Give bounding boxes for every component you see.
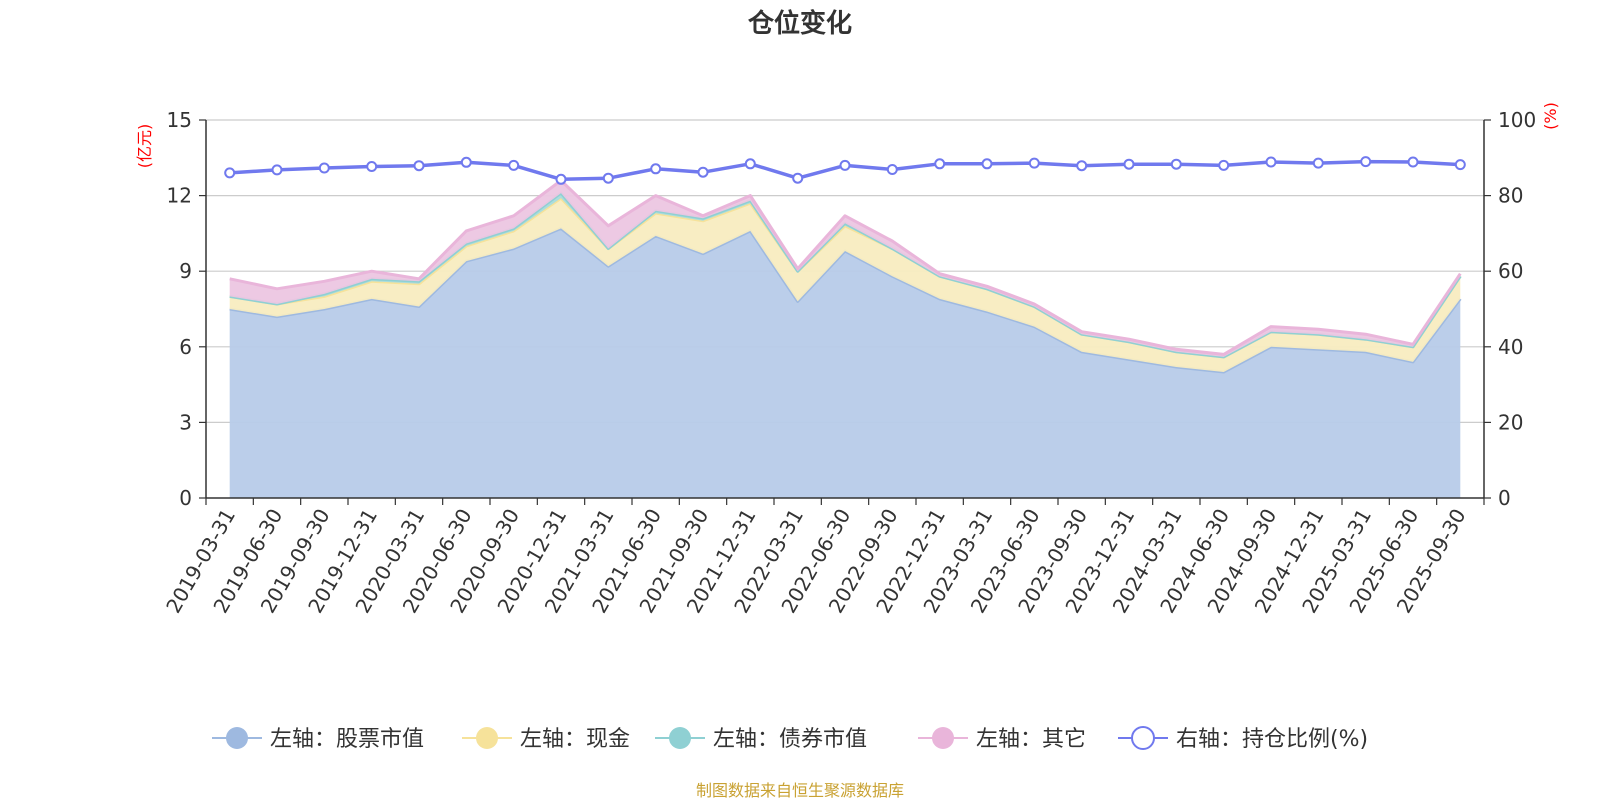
holding-ratio-point[interactable] (1360, 156, 1372, 168)
holding-ratio-line (224, 156, 1466, 185)
legend-marker (226, 727, 248, 749)
right-axis-tick-label: 60 (1498, 259, 1523, 283)
right-axis-tick-label: 80 (1498, 184, 1523, 208)
holding-ratio-point[interactable] (1170, 158, 1182, 170)
legend-marker (1131, 726, 1155, 750)
source-note: 制图数据来自恒生聚源数据库 (696, 781, 904, 800)
holding-ratio-point[interactable] (650, 163, 662, 175)
left-axis-tick-label: 6 (179, 335, 192, 359)
holding-ratio-point[interactable] (224, 167, 236, 179)
area-1 (229, 228, 1461, 498)
chart-title: 仓位变化 (747, 8, 852, 39)
legend-marker (932, 727, 954, 749)
legend-label: 左轴：其它 (976, 727, 1086, 752)
legend-marker (476, 727, 498, 749)
holding-ratio-point[interactable] (839, 159, 851, 171)
area-2 (229, 198, 1461, 372)
holding-ratio-point[interactable] (934, 158, 946, 170)
legend-item-2[interactable]: 左轴：现金 (462, 727, 630, 752)
legend-item-5[interactable]: 右轴：持仓比例(%) (1118, 726, 1368, 752)
holding-ratio-point[interactable] (886, 164, 898, 175)
right-axis-tick-label: 40 (1498, 335, 1523, 359)
legend-label: 左轴：现金 (520, 727, 630, 752)
left-axis-tick-label: 12 (167, 184, 192, 208)
left-axis-unit-label: (亿元) (135, 124, 154, 169)
legend-item-1[interactable]: 左轴：股票市值 (212, 727, 424, 752)
holding-ratio-point[interactable] (602, 172, 614, 184)
legend-item-4[interactable]: 左轴：其它 (918, 727, 1086, 752)
holding-ratio-point[interactable] (1407, 156, 1419, 168)
holding-ratio-point[interactable] (1265, 156, 1277, 168)
legend-label: 右轴：持仓比例(%) (1176, 727, 1368, 752)
right-axis-tick-label: 20 (1498, 410, 1523, 434)
holding-ratio-point[interactable] (271, 164, 283, 176)
left-axis-tick-label: 15 (167, 108, 192, 132)
right-axis-tick-label: 0 (1498, 486, 1511, 510)
holding-ratio-point[interactable] (318, 162, 330, 174)
holding-ratio-point[interactable] (1312, 157, 1324, 169)
holding-ratio-point[interactable] (981, 158, 993, 170)
holding-ratio-point[interactable] (744, 158, 756, 170)
legend-label: 左轴：股票市值 (270, 727, 424, 752)
holding-ratio-point[interactable] (460, 156, 472, 168)
left-axis-tick-label: 3 (179, 410, 192, 434)
holding-ratio-point[interactable] (1218, 159, 1230, 171)
holding-ratio-point[interactable] (366, 161, 378, 172)
left-axis-tick-label: 0 (179, 486, 192, 510)
holding-ratio-point[interactable] (1123, 158, 1135, 170)
holding-ratio-point[interactable] (1028, 157, 1040, 169)
legend-marker (669, 727, 691, 749)
legend-item-3[interactable]: 左轴：债券市值 (655, 727, 867, 752)
holding-ratio-point[interactable] (508, 159, 520, 171)
holding-ratio-point[interactable] (555, 173, 567, 185)
legend-label: 左轴：债券市值 (713, 727, 867, 752)
legend: 左轴：股票市值 左轴：现金 左轴：债券市值 左轴：其它 右轴：持仓比例(%) (212, 726, 1368, 752)
stacked-areas (229, 179, 1462, 498)
right-axis-unit-label: (%) (1541, 102, 1560, 130)
holding-ratio-point[interactable] (792, 172, 804, 184)
holding-ratio-point[interactable] (413, 160, 425, 172)
area-edge-4 (229, 179, 1462, 356)
holding-ratio-point[interactable] (1076, 160, 1088, 172)
holding-ratio-point[interactable] (697, 166, 709, 178)
right-axis-tick-label: 100 (1498, 108, 1536, 132)
holding-ratio-point[interactable] (1454, 159, 1466, 171)
left-axis-tick-label: 9 (179, 259, 192, 283)
